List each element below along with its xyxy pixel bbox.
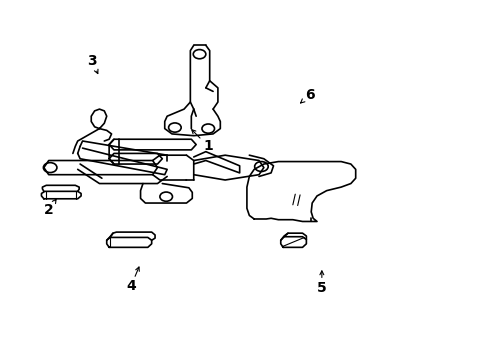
Text: 1: 1 [203, 139, 213, 153]
Text: 4: 4 [126, 279, 136, 293]
Text: 6: 6 [305, 88, 314, 102]
Text: 5: 5 [316, 281, 326, 295]
Text: 3: 3 [87, 54, 97, 68]
Text: 2: 2 [44, 203, 54, 217]
